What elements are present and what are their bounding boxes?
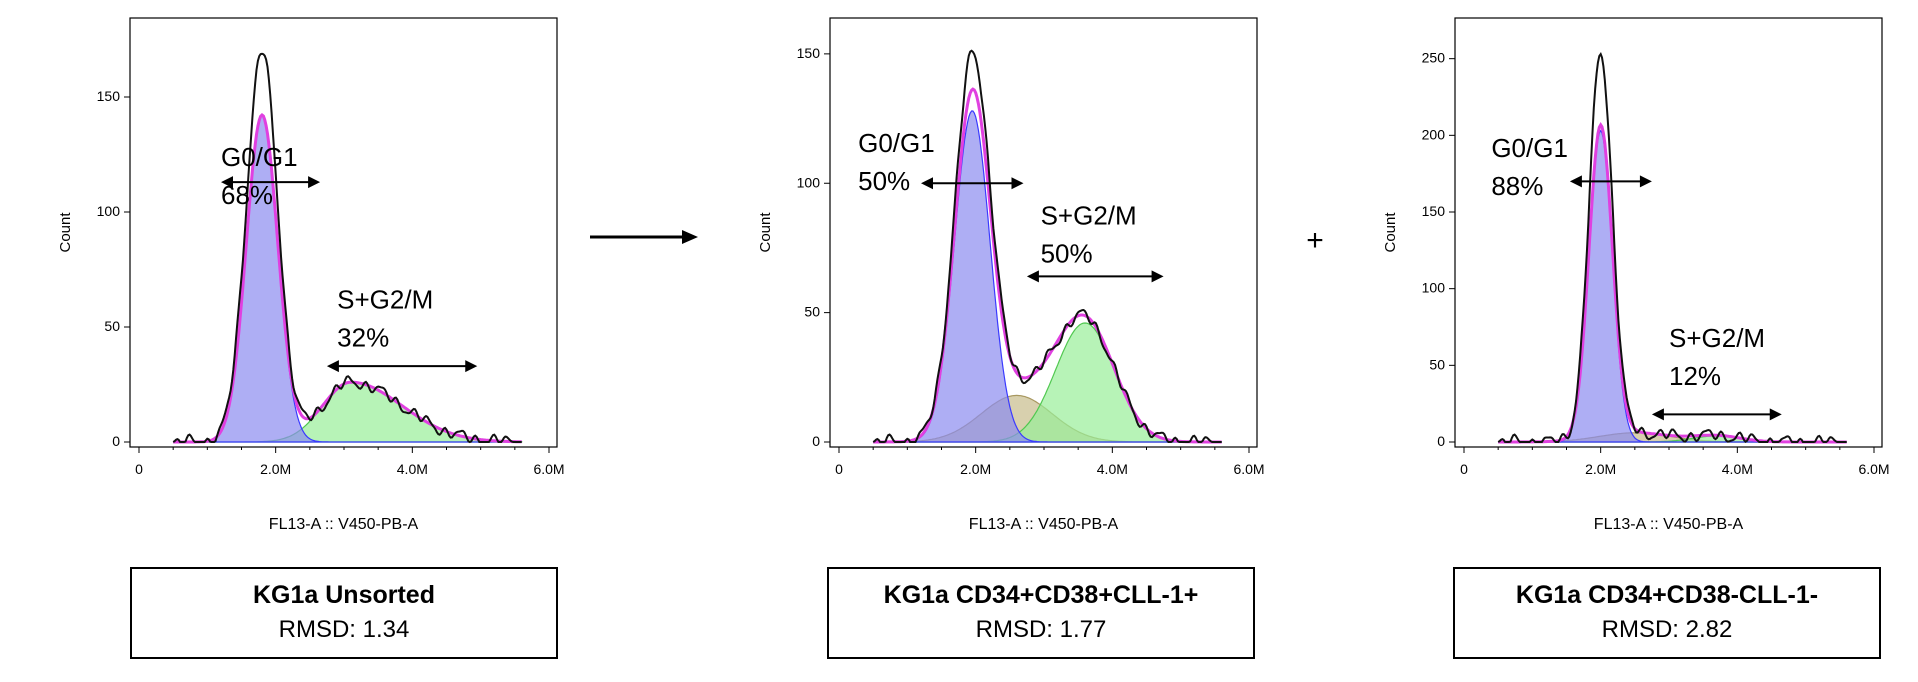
y-tick-label: 0 [812,433,820,449]
y-tick-label: 100 [1422,280,1446,296]
phase-percent: 12% [1669,361,1721,391]
arrow-head-left [1651,408,1664,421]
caption-rmsd: RMSD: 1.77 [975,616,1107,643]
raw-data-line [1497,52,1847,443]
phase-label: G0/G1 [858,128,935,158]
arrow-head-left [1026,270,1039,283]
arrow-head-right [465,360,478,373]
x-axis-label: FL13-A :: V450-PB-A [269,516,419,533]
arrow-head-right [1151,270,1164,283]
x-tick-label: 4.0M [1722,461,1753,477]
x-tick-label: 4.0M [397,461,428,477]
arrow-head-left [921,177,933,190]
caption-rmsd: RMSD: 1.34 [278,616,410,643]
arrow-head-right [1011,177,1024,190]
x-tick-label: 0 [1460,461,1468,477]
phase-percent: 50% [858,166,910,196]
phase-percent: 88% [1491,171,1543,201]
caption-rmsd: RMSD: 2.82 [1601,616,1733,643]
x-axis-label: FL13-A :: V450-PB-A [969,516,1119,533]
y-axis-label: Count [57,212,74,253]
x-tick-label: 0 [835,461,843,477]
y-tick-label: 100 [797,174,821,190]
phase-label: S+G2/M [337,285,433,315]
arrow-head-left [326,360,339,373]
x-tick-label: 2.0M [260,461,291,477]
caption-box-cll1-positive: KG1a CD34+CD38+CLL-1+ RMSD: 1.77 [827,567,1255,659]
caption-title: KG1a CD34+CD38+CLL-1+ [883,581,1199,609]
x-tick-label: 0 [135,461,143,477]
arrow-head-right [1639,175,1652,188]
y-tick-label: 0 [1437,433,1445,449]
model-total-line [1498,122,1847,444]
raw-data-line [172,52,522,444]
caption-box-cll1-negative: KG1a CD34+CD38-CLL-1- RMSD: 2.82 [1453,567,1881,659]
x-axis-label: FL13-A :: V450-PB-A [1594,516,1744,533]
arrow-head-left [221,176,233,189]
y-tick-label: 150 [1422,203,1446,219]
caption-title: KG1a Unsorted [253,581,435,609]
phase-percent: 32% [337,323,389,353]
x-tick-label: 2.0M [1585,461,1616,477]
caption-title: KG1a CD34+CD38-CLL-1- [1515,581,1819,609]
y-tick-label: 150 [97,88,121,104]
phase-label: G0/G1 [1491,133,1568,163]
x-tick-label: 6.0M [1858,461,1889,477]
phase-label: S+G2/M [1669,323,1765,353]
arrow-head-right [1769,408,1782,421]
x-tick-label: 6.0M [533,461,564,477]
g1-fit-area [1498,129,1847,443]
raw-data-line [872,49,1222,443]
phase-label: S+G2/M [1041,201,1137,231]
y-tick-label: 100 [97,203,121,219]
y-tick-label: 50 [804,304,820,320]
y-tick-label: 0 [112,433,120,449]
y-tick-label: 50 [1429,356,1445,372]
y-tick-label: 150 [797,45,821,61]
phase-percent: 50% [1041,239,1093,269]
y-axis-label: Count [1382,212,1399,253]
x-tick-label: 4.0M [1097,461,1128,477]
flow-arrow-head [682,230,698,244]
x-tick-label: 6.0M [1233,461,1264,477]
model-total-line [173,113,522,444]
y-tick-label: 250 [1422,50,1446,66]
plot-frame [829,17,1258,448]
arrow-head-left [1569,175,1582,188]
plus-sign: + [1306,224,1324,257]
arrow-head-right [308,176,321,189]
x-tick-label: 2.0M [960,461,991,477]
caption-box-unsorted: KG1a Unsorted RMSD: 1.34 [130,567,558,659]
y-axis-label: Count [757,212,774,253]
phase-label: G0/G1 [221,142,298,172]
y-tick-label: 200 [1422,126,1446,142]
y-tick-label: 50 [104,318,120,334]
